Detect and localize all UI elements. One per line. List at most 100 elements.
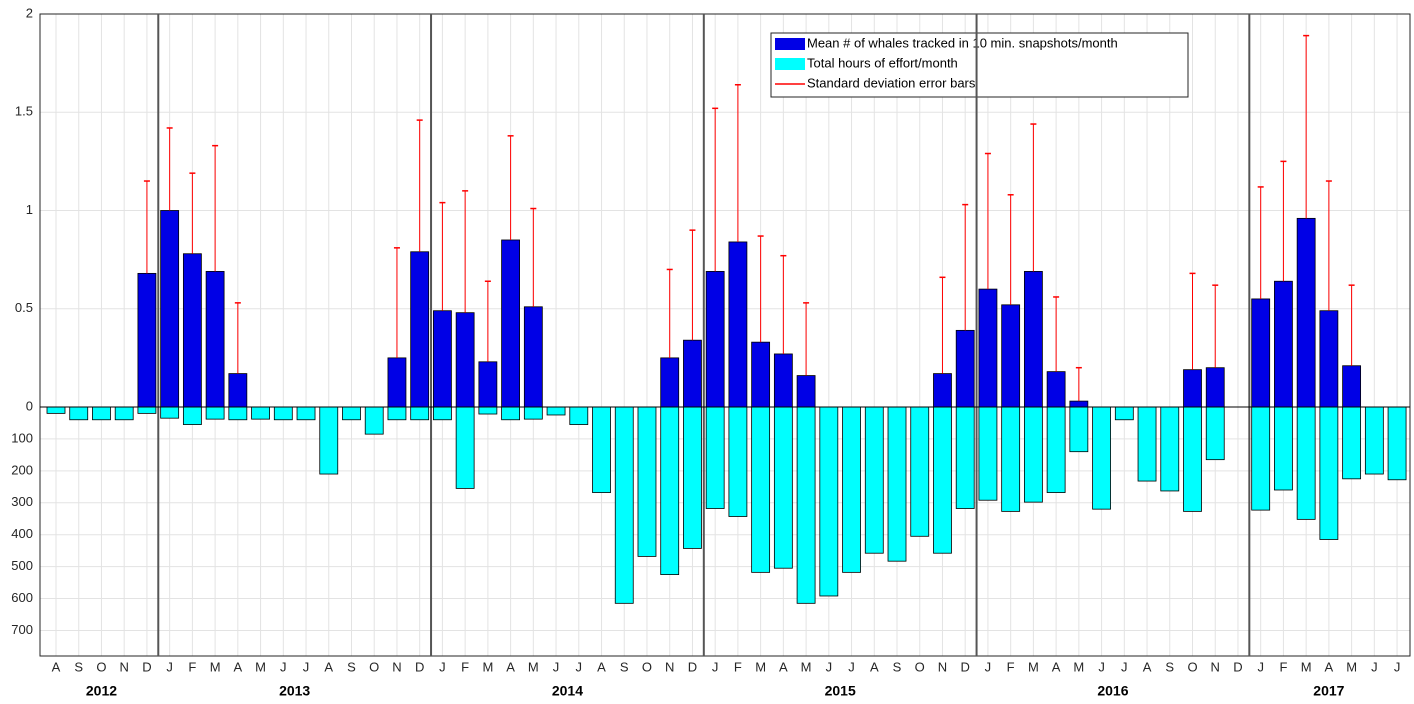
y2-tick-label: 400 (11, 526, 33, 541)
y2-tick-label: 100 (11, 430, 33, 445)
x-tick-label: N (665, 659, 674, 674)
bar (1023, 406, 1043, 503)
bar (728, 241, 748, 408)
x-tick-label: M (528, 659, 539, 674)
x-tick-label: J (1257, 659, 1264, 674)
bar (296, 406, 316, 421)
plot-frame (39, 13, 1411, 657)
bar (660, 357, 680, 408)
x-tick-label: D (961, 659, 970, 674)
year-label: 2016 (1097, 683, 1128, 699)
error-bar (1303, 34, 1310, 219)
bar (1205, 367, 1225, 408)
bar (1387, 406, 1407, 481)
bar (955, 406, 975, 509)
x-tick-label: J (166, 659, 173, 674)
error-bar (1325, 180, 1332, 311)
bar (182, 253, 202, 408)
x-tick-label: A (779, 659, 788, 674)
bar (69, 406, 89, 421)
bar (569, 406, 589, 425)
y2-tick-label: 500 (11, 558, 33, 573)
bar (637, 406, 657, 557)
bar (1137, 406, 1157, 482)
x-tick-label: M (482, 659, 493, 674)
y2-tick-label: 300 (11, 494, 33, 509)
bar (455, 312, 475, 408)
x-tick-label: J (712, 659, 719, 674)
error-bar (734, 83, 741, 242)
y2-tick-label: 700 (11, 622, 33, 637)
error-bar (462, 190, 469, 313)
x-tick-label: J (985, 659, 992, 674)
x-tick-label: D (1233, 659, 1242, 674)
x-tick-label: J (576, 659, 583, 674)
bar (933, 406, 952, 554)
x-tick-label: J (1394, 659, 1401, 674)
bar (228, 373, 248, 408)
bar (864, 406, 884, 554)
bar (819, 406, 839, 597)
bar (683, 339, 702, 408)
x-tick-label: A (1325, 659, 1334, 674)
x-tick-label: S (74, 659, 83, 674)
bar (137, 272, 157, 408)
x-tick-label: F (1279, 659, 1287, 674)
bar (114, 406, 134, 421)
x-tick-label: J (1121, 659, 1128, 674)
bar (1251, 406, 1271, 511)
bar (251, 406, 270, 420)
x-tick-label: D (142, 659, 151, 674)
x-tick-label: F (461, 659, 469, 674)
error-bar (803, 302, 810, 376)
bar (773, 353, 793, 408)
error-bar (1075, 366, 1082, 402)
x-tick-label: J (280, 659, 287, 674)
bar (1319, 406, 1339, 540)
bar (1342, 406, 1362, 480)
x-tick-label: J (1098, 659, 1105, 674)
error-bar (689, 229, 696, 341)
bar (342, 406, 361, 421)
bar (1046, 406, 1066, 493)
error-bar (1280, 160, 1287, 282)
x-tick-label: M (1346, 659, 1357, 674)
error-bar (666, 268, 673, 358)
error-bar (1007, 194, 1014, 305)
x-tick-label: N (392, 659, 401, 674)
x-tick-label: S (893, 659, 902, 674)
bar (1364, 406, 1384, 475)
bar (160, 406, 180, 419)
x-tick-label: O (369, 659, 379, 674)
bar (614, 406, 634, 604)
legend-swatch (775, 58, 805, 70)
bar (1092, 406, 1111, 510)
grid (40, 13, 1410, 656)
error-bar (234, 302, 241, 374)
bar (410, 406, 430, 421)
bar (773, 406, 793, 569)
bar (501, 239, 521, 408)
bar (1274, 406, 1293, 491)
x-tick-label: D (415, 659, 424, 674)
bar (1001, 304, 1021, 408)
y-tick-label: 0 (26, 398, 33, 413)
error-bar (530, 207, 537, 307)
x-tick-label: J (439, 659, 446, 674)
error-bar (166, 127, 173, 211)
bar (683, 406, 702, 549)
x-tick-label: F (734, 659, 742, 674)
x-tick-label: N (119, 659, 128, 674)
bar (410, 251, 430, 408)
error-bar (484, 280, 491, 362)
year-label: 2012 (86, 683, 117, 699)
error-bar (416, 119, 423, 252)
bar (1296, 217, 1316, 408)
error-bar (962, 203, 969, 331)
error-bar (439, 201, 446, 311)
y-tick-label: 1.5 (15, 104, 33, 119)
bar (455, 406, 475, 489)
bar (205, 271, 225, 408)
bar (978, 288, 998, 408)
year-label: 2013 (279, 683, 310, 699)
